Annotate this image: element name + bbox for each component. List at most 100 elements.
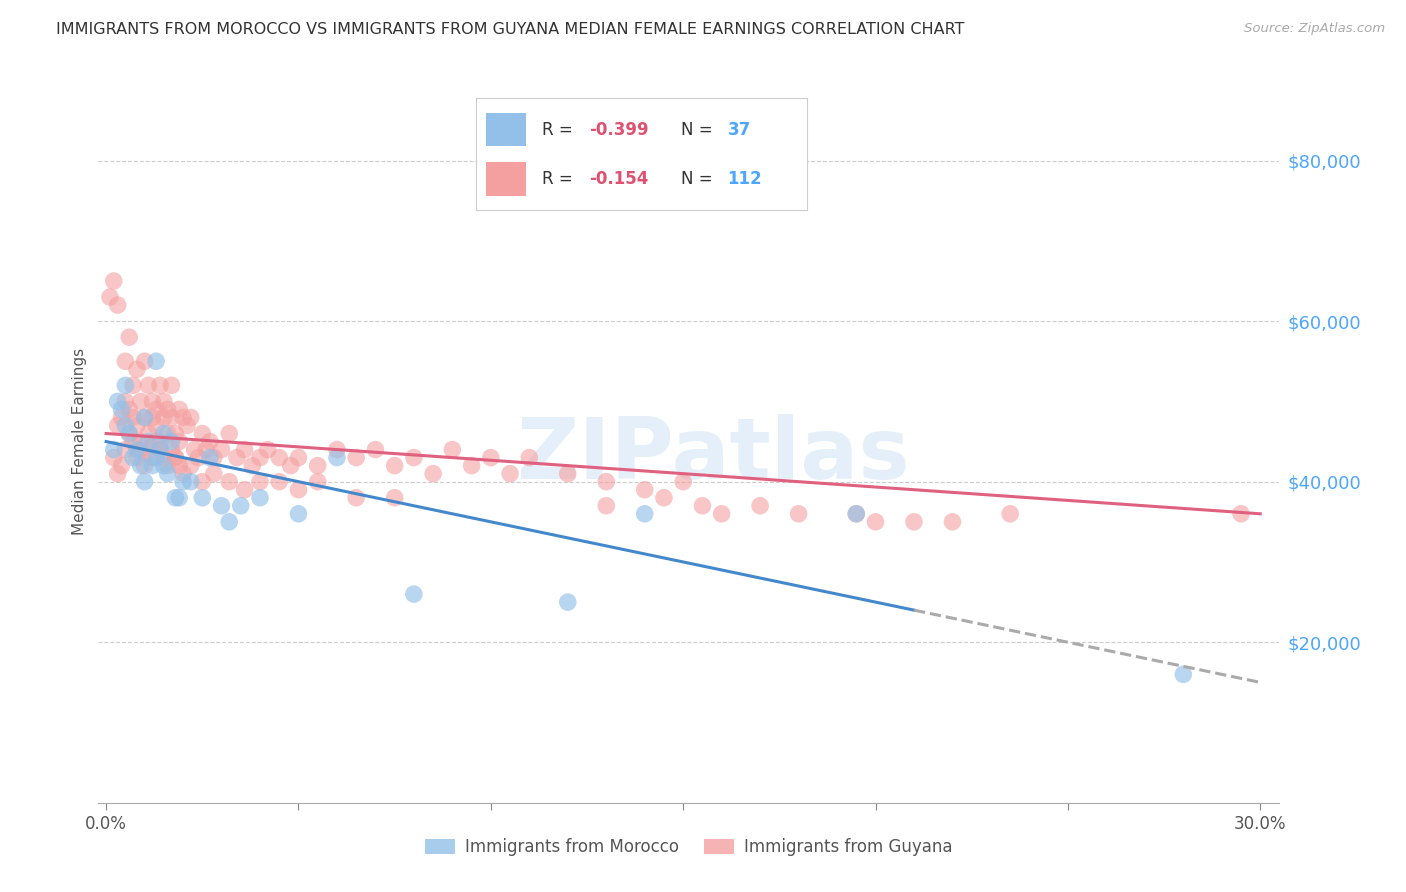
Point bbox=[903, 515, 925, 529]
Point bbox=[344, 450, 367, 465]
Point bbox=[499, 467, 522, 481]
Point bbox=[145, 402, 167, 417]
Point bbox=[249, 450, 271, 465]
Point bbox=[865, 515, 887, 529]
Point bbox=[749, 499, 772, 513]
Point bbox=[153, 426, 176, 441]
Point bbox=[595, 475, 617, 489]
Point bbox=[183, 442, 205, 457]
Point bbox=[479, 450, 502, 465]
Point bbox=[167, 402, 190, 417]
Point bbox=[153, 450, 176, 465]
Point bbox=[233, 483, 256, 497]
Point bbox=[256, 442, 278, 457]
Point bbox=[165, 491, 187, 505]
Point bbox=[160, 410, 183, 425]
Point bbox=[441, 442, 464, 457]
Point bbox=[634, 483, 657, 497]
Point bbox=[218, 515, 240, 529]
Point bbox=[138, 426, 160, 441]
Point bbox=[153, 458, 176, 473]
Point bbox=[557, 595, 579, 609]
Point bbox=[1173, 667, 1195, 681]
Point bbox=[129, 394, 152, 409]
Point bbox=[176, 418, 198, 433]
Point bbox=[156, 426, 179, 441]
Point bbox=[107, 467, 129, 481]
Point bbox=[118, 426, 141, 441]
Point bbox=[149, 442, 172, 457]
Point bbox=[129, 458, 152, 473]
Point bbox=[145, 434, 167, 449]
Point bbox=[138, 378, 160, 392]
Point bbox=[218, 475, 240, 489]
Point bbox=[145, 418, 167, 433]
Point bbox=[160, 434, 183, 449]
Point bbox=[153, 394, 176, 409]
Point bbox=[129, 434, 152, 449]
Point bbox=[384, 458, 406, 473]
Point bbox=[134, 475, 156, 489]
Point bbox=[110, 402, 132, 417]
Point bbox=[134, 458, 156, 473]
Point bbox=[787, 507, 810, 521]
Point bbox=[122, 450, 145, 465]
Point bbox=[180, 458, 202, 473]
Point bbox=[402, 587, 425, 601]
Point bbox=[114, 418, 136, 433]
Point bbox=[141, 410, 163, 425]
Point bbox=[218, 426, 240, 441]
Point bbox=[172, 475, 194, 489]
Point bbox=[156, 458, 179, 473]
Point bbox=[114, 442, 136, 457]
Point bbox=[110, 410, 132, 425]
Point bbox=[103, 442, 125, 457]
Point bbox=[156, 402, 179, 417]
Point bbox=[107, 418, 129, 433]
Point bbox=[422, 467, 444, 481]
Point bbox=[98, 290, 121, 304]
Point bbox=[118, 330, 141, 344]
Text: Source: ZipAtlas.com: Source: ZipAtlas.com bbox=[1244, 22, 1385, 36]
Point bbox=[845, 507, 868, 521]
Text: ZIPatlas: ZIPatlas bbox=[516, 415, 910, 498]
Point bbox=[129, 442, 152, 457]
Point bbox=[364, 442, 387, 457]
Point bbox=[249, 475, 271, 489]
Point bbox=[211, 442, 233, 457]
Point bbox=[402, 450, 425, 465]
Point bbox=[114, 378, 136, 392]
Point bbox=[125, 362, 148, 376]
Point bbox=[202, 450, 225, 465]
Point bbox=[145, 450, 167, 465]
Point bbox=[149, 378, 172, 392]
Point bbox=[344, 491, 367, 505]
Point bbox=[226, 450, 249, 465]
Point bbox=[326, 442, 349, 457]
Point bbox=[165, 450, 187, 465]
Text: IMMIGRANTS FROM MOROCCO VS IMMIGRANTS FROM GUYANA MEDIAN FEMALE EARNINGS CORRELA: IMMIGRANTS FROM MOROCCO VS IMMIGRANTS FR… bbox=[56, 22, 965, 37]
Point bbox=[165, 426, 187, 441]
Point bbox=[287, 450, 309, 465]
Legend: Immigrants from Morocco, Immigrants from Guyana: Immigrants from Morocco, Immigrants from… bbox=[419, 831, 959, 863]
Point bbox=[191, 491, 214, 505]
Point bbox=[845, 507, 868, 521]
Point bbox=[141, 458, 163, 473]
Point bbox=[134, 410, 156, 425]
Point bbox=[153, 410, 176, 425]
Point bbox=[557, 467, 579, 481]
Point bbox=[172, 410, 194, 425]
Point bbox=[692, 499, 714, 513]
Point bbox=[167, 458, 190, 473]
Point bbox=[138, 434, 160, 449]
Point bbox=[941, 515, 963, 529]
Point bbox=[191, 426, 214, 441]
Point bbox=[122, 410, 145, 425]
Point bbox=[211, 499, 233, 513]
Point bbox=[672, 475, 695, 489]
Point bbox=[167, 434, 190, 449]
Point bbox=[110, 458, 132, 473]
Point bbox=[125, 442, 148, 457]
Point bbox=[307, 458, 329, 473]
Point bbox=[149, 442, 172, 457]
